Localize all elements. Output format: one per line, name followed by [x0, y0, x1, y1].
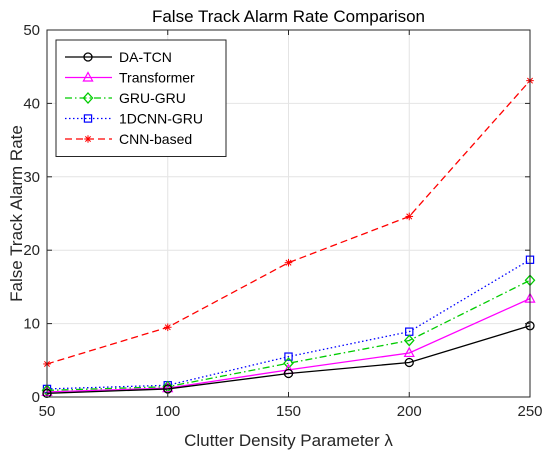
y-tick-label: 20 — [23, 242, 40, 259]
y-tick-label: 10 — [23, 316, 40, 333]
data-point — [163, 323, 172, 332]
data-point — [284, 258, 293, 267]
x-tick-label: 100 — [155, 403, 180, 420]
series-line — [46, 279, 531, 392]
legend-marker — [82, 92, 94, 104]
data-point — [405, 212, 414, 221]
ticks: 50 100 150 200 250 0 10 20 30 40 50 — [23, 22, 542, 420]
x-tick-label: 150 — [276, 403, 301, 420]
legend-label: DA-TCN — [119, 49, 172, 65]
series-cnn-based — [43, 76, 534, 368]
legend-marker — [83, 52, 93, 62]
data-point — [283, 368, 294, 379]
x-tick-label: 50 — [39, 403, 56, 420]
y-tick-label: 0 — [32, 389, 40, 406]
series-line — [46, 80, 531, 365]
legend-label: GRU-GRU — [119, 90, 186, 106]
x-tick-label: 200 — [397, 403, 422, 420]
legend-item: CNN-based — [65, 131, 192, 147]
legend-label: Transformer — [119, 70, 195, 86]
x-axis-title: Clutter Density Parameter λ — [184, 431, 393, 450]
y-axis-title: False Track Alarm Rate — [7, 125, 26, 302]
legend-item: DA-TCN — [65, 49, 172, 65]
legend-item: Transformer — [65, 70, 195, 86]
x-tick-label: 250 — [517, 403, 542, 420]
data-point — [403, 334, 415, 347]
legend-marker — [83, 114, 93, 123]
data-point — [284, 352, 293, 361]
y-tick-label: 30 — [23, 169, 40, 186]
data-point — [403, 346, 415, 358]
data-point — [283, 357, 294, 370]
series-line — [46, 259, 531, 390]
legend-label: 1DCNN-GRU — [119, 111, 203, 127]
legend-item: GRU-GRU — [65, 90, 186, 106]
series-line — [46, 325, 531, 394]
y-tick-label: 50 — [23, 22, 40, 39]
data-point — [162, 381, 174, 393]
legend-label: CNN-based — [119, 131, 192, 147]
legend-item: 1DCNN-GRU — [65, 111, 203, 127]
legend-marker — [82, 71, 94, 82]
y-tick-label: 40 — [23, 95, 40, 112]
legend: DA-TCN Transformer GRU-GRU 1DCNN-GRU CNN-bas… — [55, 39, 227, 157]
legend-marker — [84, 135, 92, 143]
data-point — [404, 357, 414, 368]
chart-title: False Track Alarm Rate Comparison — [152, 7, 425, 26]
